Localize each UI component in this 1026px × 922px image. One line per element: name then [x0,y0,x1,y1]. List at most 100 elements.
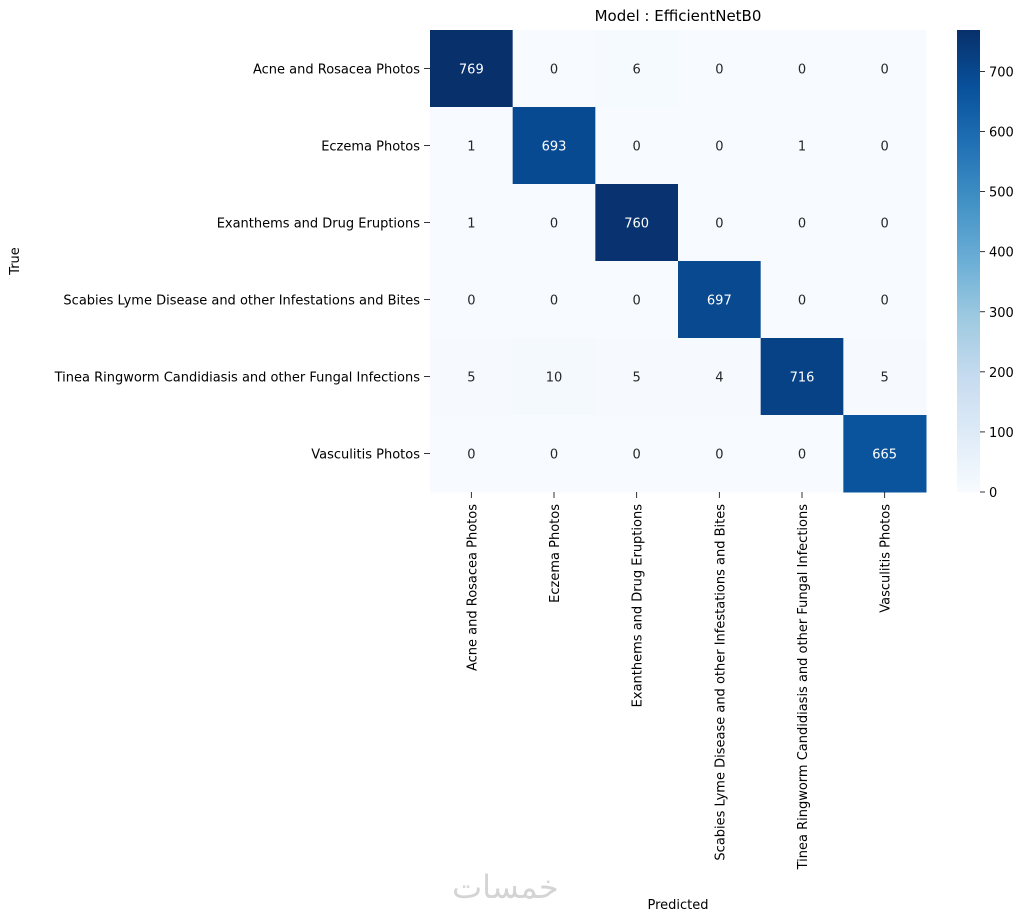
colorbar-tick-label: 500 [989,186,1014,201]
heatmap-cells [430,30,927,493]
cell-value-label: 5 [467,371,475,386]
heatmap-cell [678,415,762,493]
cell-value-label: 0 [633,294,641,309]
cell-value-label: 0 [881,217,889,232]
heatmap-cell [760,107,844,185]
heatmap-cell [430,107,514,185]
y-tick-label: Scabies Lyme Disease and other Infestati… [63,294,420,309]
heatmap-cell [843,184,927,262]
y-tick-label: Eczema Photos [321,140,420,155]
colorbar-tick-label: 100 [989,426,1014,441]
heatmap-cell [512,261,596,339]
heatmap-cell [430,30,514,108]
cell-value-label: 1 [798,140,806,155]
cell-value-label: 769 [459,63,484,78]
heatmap-cell [430,261,514,339]
cell-value-label: 0 [798,217,806,232]
colorbar-tick-label: 700 [989,65,1014,80]
x-tick-label: Eczema Photos [548,504,563,603]
cell-value-label: 0 [881,140,889,155]
colorbar-tick-label: 400 [989,246,1014,261]
y-axis-ticks: Acne and Rosacea Photos Eczema Photos Exan… [54,63,430,463]
heatmap-cell [430,184,514,262]
heatmap-cell [678,30,762,108]
heatmap-cell [512,107,596,185]
cell-value-label: 5 [633,371,641,386]
cell-value-label: 6 [633,63,641,78]
cell-value-label: 1 [467,217,475,232]
x-axis-ticks: Acne and Rosacea Photos Eczema Photos Exan… [465,492,894,871]
heatmap-cell [678,338,762,416]
cell-value-label: 0 [633,140,641,155]
heatmap-cell [430,338,514,416]
heatmap-cell [843,107,927,185]
x-tick-label: Exanthems and Drug Eruptions [631,504,646,708]
heatmap-cell [512,30,596,108]
cell-value-label: 5 [881,371,889,386]
x-tick-label: Scabies Lyme Disease and other Infestati… [713,504,728,861]
cell-value-label: 697 [707,294,732,309]
heatmap-cell [843,415,927,493]
cell-value-label: 0 [467,448,475,463]
cell-value-label: 716 [790,371,815,386]
heatmap-cell [843,30,927,108]
y-tick-label: Vasculitis Photos [311,448,420,463]
cell-value-label: 0 [550,217,558,232]
cell-value-label: 10 [546,371,563,386]
watermark: خمسات [452,868,559,906]
colorbar-tick-label: 0 [989,486,997,501]
heatmap-cell [512,415,596,493]
x-tick-label: Tinea Ringworm Candidiasis and other Fun… [796,504,811,871]
y-axis-label: True [8,247,23,276]
cell-value-label: 0 [715,448,723,463]
heatmap-cell [843,261,927,339]
cell-value-label: 0 [798,63,806,78]
cell-value-label: 0 [550,63,558,78]
heatmap-cell [595,184,679,262]
heatmap-cell [760,261,844,339]
x-tick-label: Vasculitis Photos [879,504,894,613]
cell-value-label: 665 [872,448,897,463]
cell-value-label: 0 [550,294,558,309]
heatmap-cell [512,338,596,416]
heatmap-cell [595,415,679,493]
cell-value-label: 0 [633,448,641,463]
colorbar-tick-label: 600 [989,126,1014,141]
heatmap-cell [760,30,844,108]
cell-value-label: 0 [715,63,723,78]
cell-value-label: 0 [550,448,558,463]
cell-value-label: 0 [467,294,475,309]
cell-value-label: 0 [715,217,723,232]
heatmap-cell [595,107,679,185]
heatmap-cell [678,184,762,262]
heatmap-cell [595,261,679,339]
cell-value-label: 0 [881,63,889,78]
colorbar-tick-label: 200 [989,366,1014,381]
x-axis-label: Predicted [647,898,708,913]
chart-title: Model : EfficientNetB0 [595,7,762,25]
heatmap-cell [760,338,844,416]
colorbar-tick-label: 300 [989,306,1014,321]
heatmap-cell [678,107,762,185]
cell-value-label: 760 [624,217,649,232]
heatmap-cell [595,30,679,108]
heatmap-cell [843,338,927,416]
cell-value-label: 1 [467,140,475,155]
y-tick-label: Acne and Rosacea Photos [253,63,420,78]
heatmap-cell [678,261,762,339]
heatmap-cell [760,184,844,262]
heatmap-cell [760,415,844,493]
heatmap-cell [430,415,514,493]
cell-value-label: 0 [798,294,806,309]
y-tick-label: Tinea Ringworm Candidiasis and other Fun… [54,371,421,386]
cell-value-label: 693 [542,140,567,155]
y-tick-label: Exanthems and Drug Eruptions [217,217,421,232]
cell-value-label: 0 [715,140,723,155]
cell-value-label: 0 [881,294,889,309]
x-tick-label: Acne and Rosacea Photos [465,504,480,671]
cell-value-labels: 769 0 6 0 0 01 693 0 0 1 01 0 760 0 0 00 0 0 697 0 05 10 5 4 716… [459,63,897,463]
heatmap-cell [512,184,596,262]
heatmap-cell [595,338,679,416]
cell-value-label: 0 [798,448,806,463]
